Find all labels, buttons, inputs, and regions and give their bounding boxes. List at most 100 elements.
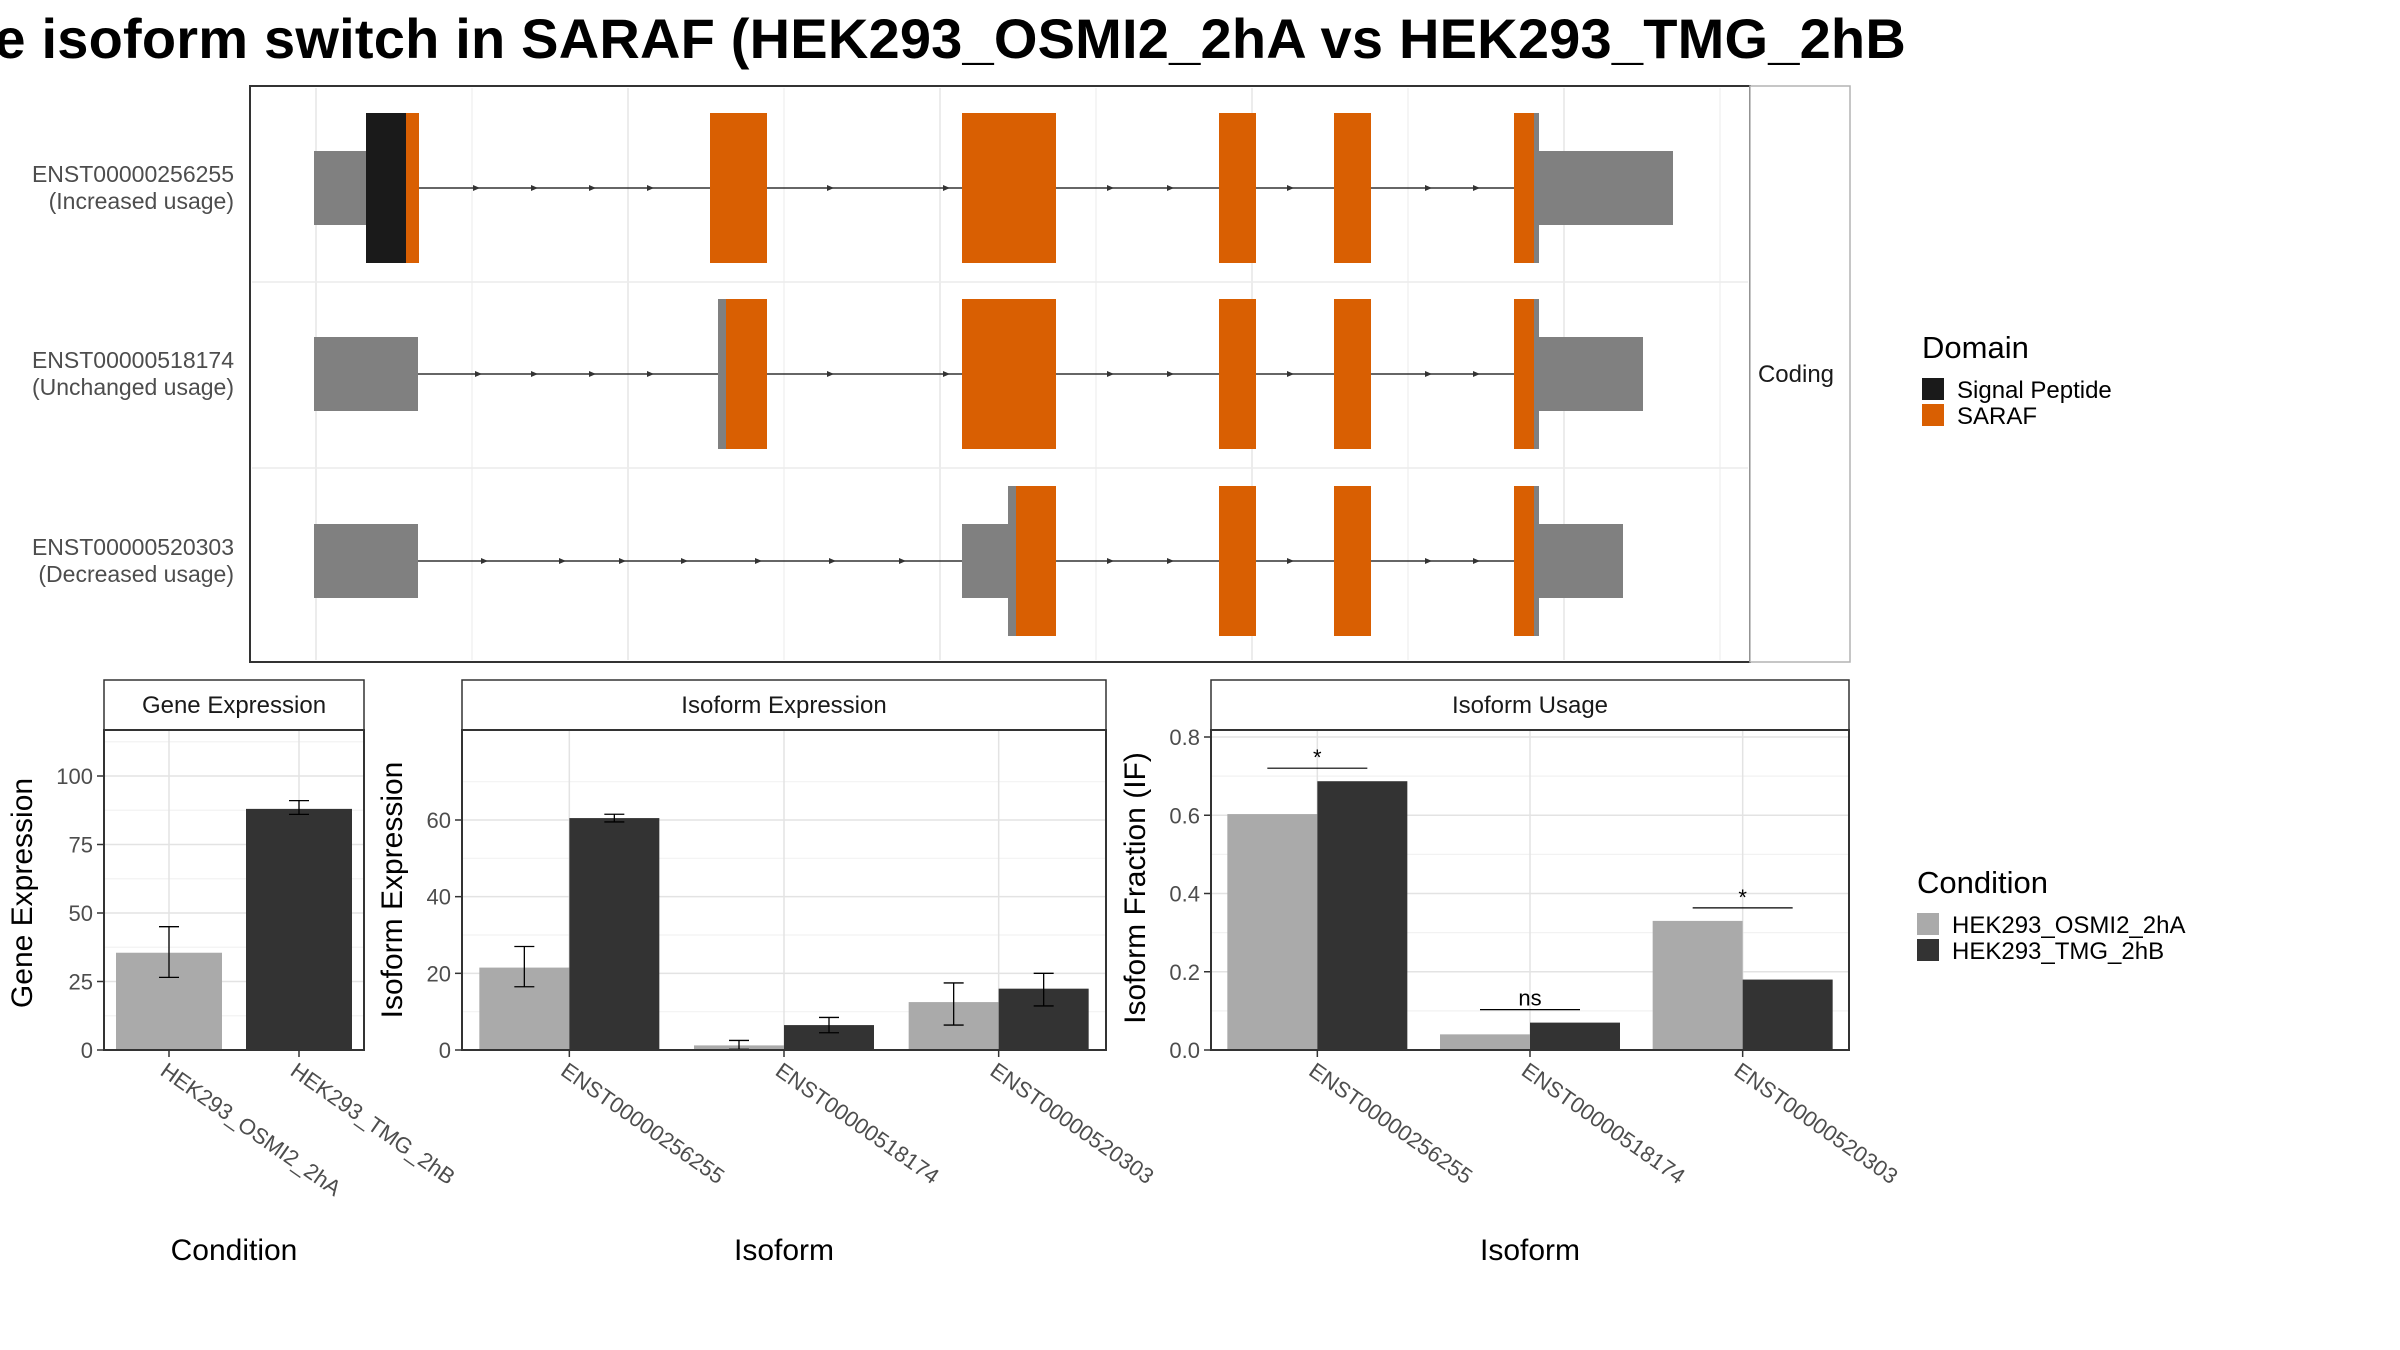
- intron-direction-arrow: [1425, 371, 1432, 377]
- isoform-expression-strip-label: Isoform Expression: [681, 692, 886, 719]
- intron-direction-arrow: [899, 558, 906, 564]
- domain-legend: Domain Signal Peptide SARAF: [1922, 330, 2112, 430]
- bar: [569, 818, 660, 1050]
- intron-direction-arrow: [1425, 558, 1432, 564]
- intron-direction-arrow: [1473, 558, 1480, 564]
- saraf-domain-exon: [1514, 113, 1534, 263]
- intron-direction-arrow: [1425, 185, 1432, 191]
- intron-direction-arrow: [647, 185, 654, 191]
- utr-block: [718, 299, 726, 449]
- saraf-domain-exon: [962, 113, 1056, 263]
- x-tick-label: ENST00000518174: [1517, 1058, 1690, 1189]
- transcript-usage-label: (Decreased usage): [38, 561, 234, 587]
- isoform-expression-panel: Isoform Expression 0 20 40 60 ENST0000025625…: [376, 679, 1159, 1267]
- transcript-usage-label: (Increased usage): [49, 188, 234, 214]
- bar: [1317, 781, 1408, 1050]
- intron-direction-arrow: [647, 371, 654, 377]
- utr-block: [1534, 486, 1539, 636]
- y-tick-label: 20: [427, 961, 451, 986]
- intron-direction-arrow: [1473, 371, 1480, 377]
- y-tick-label: 0: [439, 1038, 451, 1063]
- saraf-domain-exon: [1219, 299, 1256, 449]
- legend-label-condition-b: HEK293_TMG_2hB: [1952, 938, 2164, 965]
- intron-direction-arrow: [1107, 185, 1114, 191]
- intron-direction-arrow: [1287, 558, 1294, 564]
- intron-direction-arrow: [1473, 185, 1480, 191]
- saraf-domain-exon: [1219, 113, 1256, 263]
- y-tick-label: 0: [81, 1038, 93, 1063]
- gene-expression-xlabel: Condition: [171, 1234, 298, 1267]
- gene-expression-strip-label: Gene Expression: [142, 692, 326, 719]
- saraf-domain-exon: [406, 113, 419, 263]
- intron-direction-arrow: [473, 185, 480, 191]
- transcript-id-label: ENST00000256255: [32, 161, 234, 187]
- utr-block: [314, 337, 418, 411]
- isoform-expression-ylabel: Isoform Expression: [376, 762, 409, 1019]
- bar: [1652, 920, 1743, 1050]
- bar: [1227, 814, 1318, 1050]
- intron-direction-arrow: [1287, 185, 1294, 191]
- utr-block: [1539, 151, 1673, 225]
- structure-transcripts: [314, 113, 1673, 636]
- isoform-usage-strip: [1210, 679, 1850, 731]
- facet-strip: [1749, 85, 1851, 663]
- utr-block: [962, 524, 1014, 598]
- y-tick-label: 0.0: [1169, 1038, 1200, 1063]
- utr-block: [1539, 337, 1643, 411]
- saraf-domain-exon: [962, 299, 1056, 449]
- utr-block: [1534, 113, 1539, 263]
- gene-expression-ylabel: Gene Expression: [6, 778, 39, 1008]
- isoform-usage-plot: * ns * 0.0 0.2 0.4 0.6 0.8 ENST00000256255 ENST00…: [1169, 725, 1902, 1189]
- bar: [246, 808, 352, 1050]
- y-tick-label: 25: [69, 970, 93, 995]
- y-tick-label: 0.6: [1169, 803, 1200, 828]
- intron-direction-arrow: [681, 558, 688, 564]
- intron-direction-arrow: [1167, 371, 1174, 377]
- saraf-domain-exon: [1514, 299, 1534, 449]
- y-tick-label: 0.8: [1169, 725, 1200, 750]
- x-tick-label: ENST00000520303: [986, 1058, 1159, 1189]
- utr-block: [314, 151, 366, 225]
- saraf-domain-exon: [1334, 113, 1371, 263]
- y-tick-label: 0.4: [1169, 882, 1200, 907]
- intron-direction-arrow: [1107, 558, 1114, 564]
- legend-swatch-condition-a: [1917, 913, 1939, 935]
- utr-block: [1008, 486, 1016, 636]
- x-tick-label: ENST00000256255: [556, 1058, 729, 1189]
- saraf-domain-exon: [1219, 486, 1256, 636]
- transcript-id-label: ENST00000520303: [32, 534, 234, 560]
- x-tick-label: ENST00000256255: [1304, 1058, 1477, 1189]
- legend-swatch-saraf: [1922, 404, 1944, 426]
- intron-direction-arrow: [475, 371, 482, 377]
- y-tick-label: 40: [427, 885, 451, 910]
- saraf-domain-exon: [1016, 486, 1056, 636]
- signal-peptide-exon: [366, 113, 406, 263]
- intron-direction-arrow: [531, 371, 538, 377]
- intron-direction-arrow: [827, 185, 834, 191]
- saraf-domain-exon: [726, 299, 767, 449]
- domain-legend-title: Domain: [1922, 330, 2029, 365]
- bar: [1742, 979, 1833, 1050]
- utr-block: [1539, 524, 1623, 598]
- transcript-labels: ENST00000256255(Increased usage) ENST0000…: [32, 161, 234, 587]
- intron-direction-arrow: [1167, 558, 1174, 564]
- intron-direction-arrow: [1107, 371, 1114, 377]
- intron-direction-arrow: [589, 371, 596, 377]
- saraf-domain-exon: [1514, 486, 1534, 636]
- transcript-id-label: ENST00000518174: [32, 347, 234, 373]
- intron-direction-arrow: [559, 558, 566, 564]
- y-tick-label: 100: [56, 764, 93, 789]
- legend-label-signal-peptide: Signal Peptide: [1957, 377, 2112, 404]
- utr-block: [314, 524, 418, 598]
- transcript-usage-label: (Unchanged usage): [32, 374, 234, 400]
- isoform-expression-xlabel: Isoform: [734, 1234, 834, 1267]
- intron-direction-arrow: [943, 371, 950, 377]
- figure-title: he isoform switch in SARAF (HEK293_OSMI2…: [0, 7, 1906, 70]
- legend-swatch-signal-peptide: [1922, 378, 1944, 400]
- condition-legend-title: Condition: [1917, 865, 2048, 900]
- intron-direction-arrow: [829, 558, 836, 564]
- y-tick-label: 0.2: [1169, 960, 1200, 985]
- intron-direction-arrow: [943, 185, 950, 191]
- bar: [1530, 1022, 1620, 1050]
- intron-direction-arrow: [755, 558, 762, 564]
